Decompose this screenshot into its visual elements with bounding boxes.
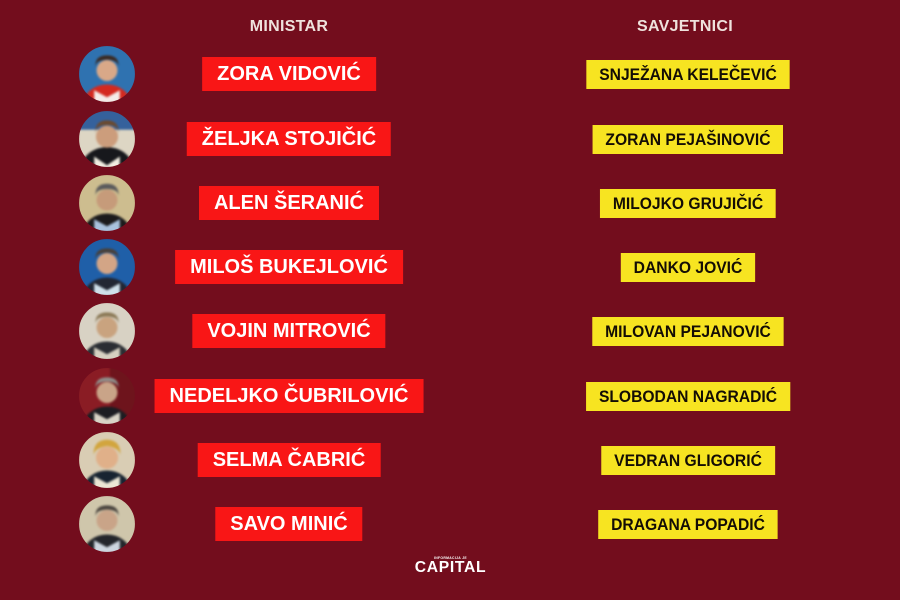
svg-text:CAPITAL: CAPITAL [415,559,487,575]
